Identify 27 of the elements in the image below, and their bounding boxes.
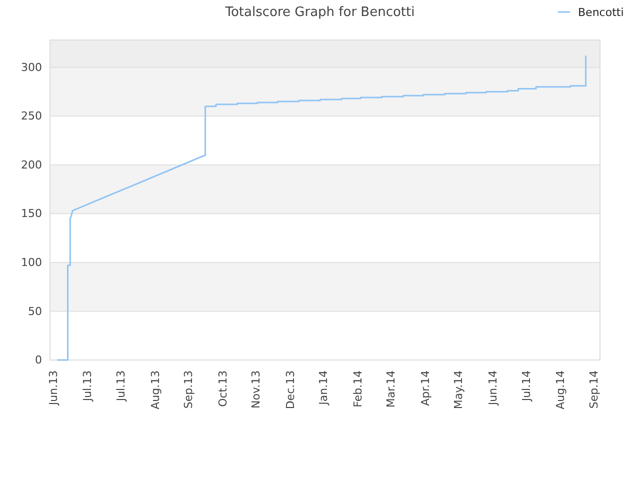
x-tick-label: Jun.13 <box>46 370 60 406</box>
x-tick-label: May.14 <box>452 370 466 410</box>
y-tick-label: 0 <box>35 354 42 367</box>
x-tick-label: Dec.13 <box>284 370 297 410</box>
y-tick-label: 50 <box>28 304 42 318</box>
y-tick-label: 100 <box>21 256 42 269</box>
line-series <box>56 54 587 361</box>
x-tick-label: Aug.14 <box>554 370 568 410</box>
y-tick-label: 300 <box>21 60 42 74</box>
x-tick-label: Jul.14 <box>520 370 533 402</box>
y-tick-label: 200 <box>21 158 42 172</box>
x-tick-label: Aug.13 <box>148 370 162 410</box>
x-tick-label: Jan.14 <box>317 370 330 406</box>
y-tick-label: 250 <box>21 110 42 123</box>
x-tick-label: Feb.14 <box>351 370 364 408</box>
x-tick-label: Mar.14 <box>384 370 398 408</box>
x-tick-label: Jul.13 <box>81 370 94 402</box>
x-tick-label: Sep.13 <box>182 370 195 409</box>
chart-title: Totalscore Graph for Bencotti <box>224 5 415 20</box>
x-tick-label: Jun.14 <box>486 370 500 406</box>
x-tick-label: Nov.13 <box>250 370 263 409</box>
x-tick-label: Apr.14 <box>419 370 432 406</box>
legend-label: Bencotti <box>578 6 624 19</box>
x-tick-label: Oct.13 <box>216 370 230 407</box>
y-tick-label: 150 <box>21 207 42 220</box>
x-tick-label: Sep.14 <box>587 370 600 409</box>
x-tick-label: Jul.13 <box>114 370 128 402</box>
